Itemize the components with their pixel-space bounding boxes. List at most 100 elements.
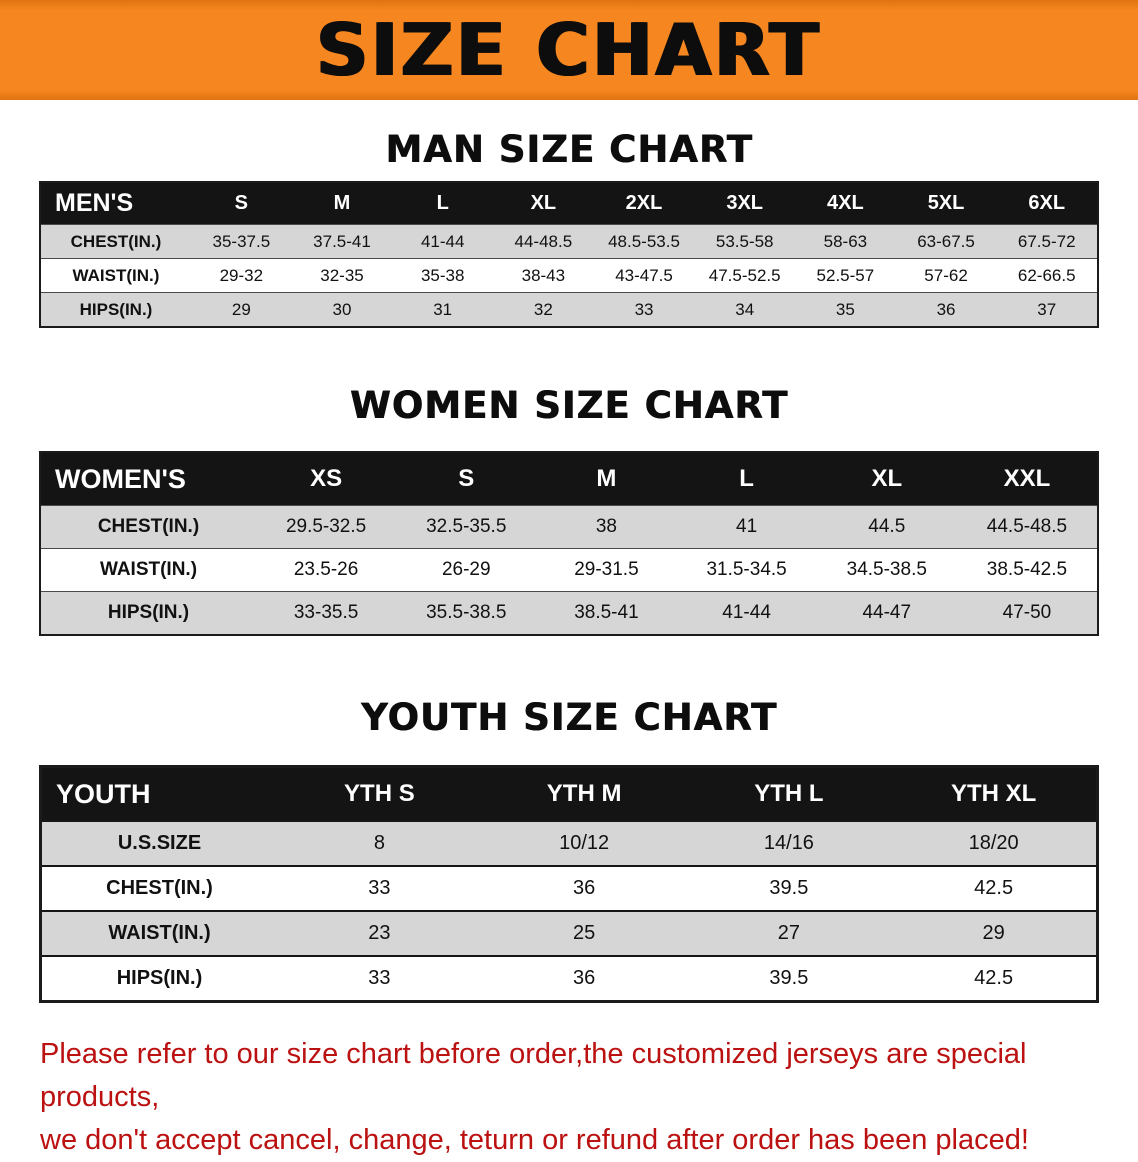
row-label: WAIST(IN.) xyxy=(72,265,160,285)
row-label: CHEST(IN.) xyxy=(106,877,213,899)
table-row: HIPS(IN.) 29 30 31 32 33 34 35 36 37 xyxy=(41,292,1097,326)
column-header: M xyxy=(333,192,351,214)
youth-size-section: YOUTH SIZE CHART YOUTH YTH S YTH M YTH L YTH… xyxy=(0,696,1138,1003)
value-cell: 44.5 xyxy=(868,516,906,537)
table-group-label: MEN'S xyxy=(55,189,134,217)
value-cell: 38-43 xyxy=(521,265,566,285)
value-cell: 63-67.5 xyxy=(917,231,975,251)
value-cell: 38.5-41 xyxy=(574,602,639,623)
value-cell: 38.5-42.5 xyxy=(986,559,1068,580)
column-header: YTH M xyxy=(546,780,622,807)
column-header: YTH XL xyxy=(950,780,1037,807)
value-cell: 48.5-53.5 xyxy=(608,231,680,251)
value-cell: 44-48.5 xyxy=(514,231,573,251)
column-header: YTH S xyxy=(344,780,415,807)
value-cell: 37 xyxy=(1037,299,1057,319)
value-cell: 10/12 xyxy=(559,832,610,854)
disclaimer-line-2: we don't accept cancel, change, teturn o… xyxy=(40,1124,1029,1156)
value-cell: 29 xyxy=(982,922,1005,944)
column-header: XS xyxy=(310,465,343,492)
column-header: L xyxy=(436,192,449,214)
value-cell: 32.5-35.5 xyxy=(426,516,507,537)
table-row: WAIST(IN.) 23 25 27 29 xyxy=(42,910,1096,955)
row-label: CHEST(IN.) xyxy=(97,516,200,537)
row-label: HIPS(IN.) xyxy=(116,967,203,989)
row-label: CHEST(IN.) xyxy=(70,231,162,251)
value-cell: 36 xyxy=(573,877,596,899)
value-cell: 29.5-32.5 xyxy=(285,516,367,537)
value-cell: 33-35.5 xyxy=(293,602,359,623)
value-cell: 37.5-41 xyxy=(313,231,371,251)
value-cell: 33 xyxy=(368,967,391,989)
value-cell: 35-38 xyxy=(420,265,465,285)
value-cell: 33 xyxy=(368,877,391,899)
value-cell: 42.5 xyxy=(974,877,1014,899)
value-cell: 29 xyxy=(231,299,251,319)
table-row: U.S.SIZE 8 10/12 14/16 18/20 xyxy=(42,820,1096,865)
value-cell: 41-44 xyxy=(722,602,771,623)
value-cell: 32-35 xyxy=(320,265,364,285)
row-label: U.S.SIZE xyxy=(117,832,202,854)
value-cell: 41 xyxy=(736,516,758,537)
value-cell: 44.5-48.5 xyxy=(986,516,1068,537)
value-cell: 67.5-72 xyxy=(1017,231,1076,251)
value-cell: 47.5-52.5 xyxy=(708,265,781,285)
table-row: HIPS(IN.) 33 36 39.5 42.5 xyxy=(42,955,1096,1000)
value-cell: 31 xyxy=(433,299,453,319)
value-cell: 36 xyxy=(573,967,596,989)
table-group-label: YOUTH xyxy=(56,778,151,809)
value-cell: 26-29 xyxy=(441,559,491,580)
value-cell: 53.5-58 xyxy=(715,231,774,251)
men-size-section: MAN SIZE CHART MEN'S S M L XL 2XL 3XL 4XL 5XL 6XL… xyxy=(0,128,1138,328)
table-row: WAIST(IN.) 23.5-26 26-29 29-31.5 31.5-34.5 34… xyxy=(41,548,1097,591)
men-size-table: MEN'S S M L XL 2XL 3XL 4XL 5XL 6XL CHEST(IN.) 35-37… xyxy=(39,181,1099,328)
column-header: XL xyxy=(871,465,903,492)
row-label: HIPS(IN.) xyxy=(107,602,190,623)
value-cell: 27 xyxy=(777,922,800,944)
size-chart-banner: SIZE CHART xyxy=(0,0,1138,100)
disclaimer-text: Please refer to our size chart before or… xyxy=(40,1033,1138,1162)
column-header: 4XL xyxy=(827,192,864,214)
value-cell: 35.5-38.5 xyxy=(426,602,507,623)
value-cell: 29-32 xyxy=(219,265,264,285)
women-section-heading: WOMEN SIZE CHART xyxy=(349,384,789,427)
table-header-row: YOUTH YTH S YTH M YTH L YTH XL xyxy=(42,768,1096,820)
value-cell: 38 xyxy=(595,516,617,537)
table-row: HIPS(IN.) 33-35.5 35.5-38.5 38.5-41 41-44 44-… xyxy=(41,591,1097,634)
men-section-heading: MAN SIZE CHART xyxy=(385,128,753,171)
value-cell: 33 xyxy=(634,299,654,319)
value-cell: 34.5-38.5 xyxy=(846,559,927,580)
value-cell: 35-37.5 xyxy=(212,231,271,251)
value-cell: 39.5 xyxy=(769,877,809,899)
women-size-table: WOMEN'S XS S M L XL XXL CHEST(IN.) 29.5-32.5 32.5… xyxy=(39,451,1099,636)
value-cell: 31.5-34.5 xyxy=(706,559,787,580)
column-header: S xyxy=(234,192,248,214)
column-header: YTH L xyxy=(754,780,824,807)
value-cell: 8 xyxy=(373,832,385,854)
value-cell: 57-62 xyxy=(924,265,968,285)
table-row: WAIST(IN.) 29-32 32-35 35-38 38-43 43-47.5 47.… xyxy=(41,258,1097,292)
table-header-row: MEN'S S M L XL 2XL 3XL 4XL 5XL 6XL xyxy=(41,183,1097,224)
column-header: 6XL xyxy=(1028,192,1066,214)
value-cell: 34 xyxy=(735,299,755,319)
row-label: WAIST(IN.) xyxy=(99,559,198,580)
value-cell: 58-63 xyxy=(823,231,868,251)
column-header: XXL xyxy=(1003,465,1051,492)
youth-section-heading: YOUTH SIZE CHART xyxy=(360,696,778,739)
column-header: M xyxy=(596,465,617,492)
value-cell: 14/16 xyxy=(763,832,814,854)
value-cell: 39.5 xyxy=(769,967,809,989)
value-cell: 43-47.5 xyxy=(615,265,673,285)
value-cell: 32 xyxy=(533,299,553,319)
column-header: 3XL xyxy=(726,192,764,214)
table-row: CHEST(IN.) 29.5-32.5 32.5-35.5 38 41 44.5 44.5… xyxy=(41,505,1097,548)
value-cell: 47-50 xyxy=(1002,602,1052,623)
value-cell: 30 xyxy=(332,299,352,319)
value-cell: 42.5 xyxy=(974,967,1014,989)
value-cell: 36 xyxy=(936,299,956,319)
value-cell: 62-66.5 xyxy=(1017,265,1076,285)
table-header-row: WOMEN'S XS S M L XL XXL xyxy=(41,453,1097,505)
value-cell: 29-31.5 xyxy=(574,559,639,580)
column-header: S xyxy=(458,465,475,492)
value-cell: 23.5-26 xyxy=(293,559,359,580)
